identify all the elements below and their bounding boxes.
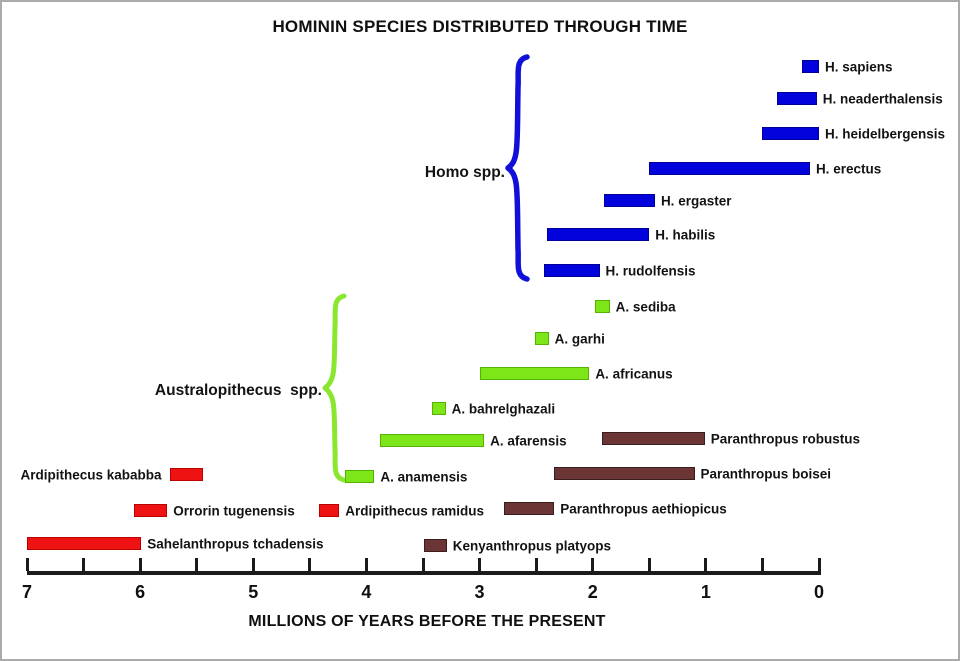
axis-tick-label-3: 3: [474, 582, 485, 602]
axis-tick: [364, 558, 368, 571]
species-bar-a-sediba: [594, 300, 610, 313]
axis-tick: [817, 558, 821, 571]
species-bar-orrorin-tugenensis: [134, 504, 168, 517]
species-label-ardipithecus-kababba: Ardipithecus kababba: [20, 467, 162, 483]
axis-baseline: [27, 571, 821, 575]
species-bar-h-heidelbergensis: [762, 127, 819, 140]
species-bar-paranthropus-aethiopicus: [504, 502, 555, 515]
chart-title: HOMININ SPECIES DISTRIBUTED THROUGH TIME: [272, 17, 688, 36]
axis-tick: [195, 558, 199, 571]
axis-tick-label-5: 5: [248, 582, 259, 602]
homo-brace: [505, 54, 530, 282]
species-bar-paranthropus-boisei: [554, 467, 695, 480]
species-label-h-ergaster: H. ergaster: [660, 193, 732, 209]
species-bar-ardipithecus-kababba: [169, 468, 204, 481]
species-bar-a-africanus: [479, 367, 590, 380]
axis-tick: [704, 558, 708, 571]
species-label-orrorin-tugenensis: Orrorin tugenensis: [173, 503, 295, 519]
homo-group-label: Homo spp.: [424, 164, 505, 181]
axis-tick-label-1: 1: [700, 582, 711, 602]
axis-tick: [308, 558, 312, 571]
species-label-a-anamensis: A. anamensis: [380, 469, 468, 485]
axis-tick-label-4: 4: [361, 582, 372, 602]
species-bar-ardipithecus-ramidus: [318, 504, 340, 517]
species-label-sahelanthropus-tchadensis: Sahelanthropus tchadensis: [147, 536, 324, 552]
species-label-h-sapiens: H. sapiens: [825, 59, 893, 75]
axis-tick-label-2: 2: [587, 582, 598, 602]
species-label-h-neaderthalensis: H. neaderthalensis: [822, 91, 943, 107]
species-bar-h-habilis: [547, 228, 650, 241]
species-label-a-garhi: A. garhi: [554, 331, 605, 347]
axis-tick-label-0: 0: [813, 582, 825, 602]
axis-tick: [760, 558, 764, 571]
axis-tick-label-6: 6: [135, 582, 146, 602]
axis-tick: [82, 558, 86, 571]
species-bar-h-sapiens: [802, 60, 819, 73]
species-label-h-erectus: H. erectus: [815, 161, 882, 177]
species-bar-a-afarensis: [380, 434, 485, 447]
axis-tick-label-7: 7: [21, 582, 33, 602]
x-axis-title: MILLIONS OF YEARS BEFORE THE PRESENT: [248, 613, 606, 630]
species-bar-a-anamensis: [344, 470, 375, 483]
axis-tick: [591, 558, 595, 571]
species-label-h-habilis: H. habilis: [655, 227, 716, 243]
axis-tick: [421, 558, 425, 571]
axis-tick: [478, 558, 482, 571]
species-bar-a-bahrelghazali: [432, 402, 446, 415]
species-bar-a-garhi: [535, 332, 549, 345]
species-bar-sahelanthropus-tchadensis: [27, 537, 142, 550]
species-label-h-heidelbergensis: H. heidelbergensis: [825, 126, 946, 142]
species-label-a-sediba: A. sediba: [615, 299, 676, 315]
species-label-paranthropus-aethiopicus: Paranthropus aethiopicus: [560, 501, 727, 517]
axis-tick: [534, 558, 538, 571]
species-label-ardipithecus-ramidus: Ardipithecus ramidus: [345, 503, 485, 519]
australopithecus-brace: [322, 293, 347, 483]
species-label-h-rudolfensis: H. rudolfensis: [605, 263, 696, 279]
species-label-a-africanus: A. africanus: [595, 366, 673, 382]
axis-tick: [647, 558, 651, 571]
species-label-a-afarensis: A. afarensis: [490, 433, 567, 449]
species-bar-h-rudolfensis: [544, 264, 600, 277]
species-bar-h-erectus: [649, 162, 810, 175]
australopithecus-group-label: Australopithecus spp.: [154, 382, 322, 399]
species-label-paranthropus-boisei: Paranthropus boisei: [700, 466, 832, 482]
species-bar-kenyanthropus-platyops: [424, 539, 447, 552]
species-bar-h-ergaster: [604, 194, 655, 207]
axis-tick: [251, 558, 255, 571]
species-label-kenyanthropus-platyops: Kenyanthropus platyops: [452, 538, 612, 554]
axis-tick: [25, 558, 29, 571]
species-label-paranthropus-robustus: Paranthropus robustus: [710, 431, 860, 447]
species-bar-paranthropus-robustus: [601, 432, 705, 445]
species-label-a-bahrelghazali: A. bahrelghazali: [451, 401, 556, 417]
axis-tick: [138, 558, 142, 571]
species-bar-h-neaderthalensis: [777, 92, 817, 105]
